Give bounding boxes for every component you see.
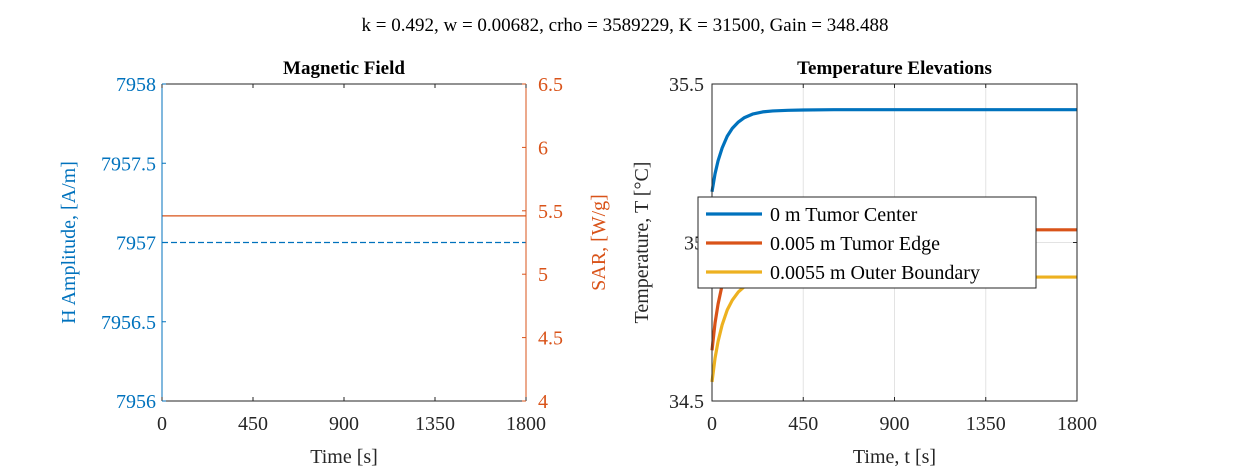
x-axis-label: Time, t [s] (853, 446, 936, 468)
right-y-axis-label: SAR, [W/g] (588, 194, 610, 291)
panel-title: Magnetic Field (283, 58, 405, 79)
left-y-tick-label: 7957.5 (101, 153, 156, 175)
series-line-0 (710, 108, 1077, 193)
right-y-tick-label: 5 (538, 264, 548, 286)
x-tick-label: 900 (329, 413, 359, 435)
right-y-tick-label: 6 (538, 137, 548, 159)
x-tick-label: 1350 (415, 413, 455, 435)
left-y-tick-label: 7956 (116, 391, 156, 413)
left-y-tick-label: 7956.5 (101, 312, 156, 334)
x-tick-label: 900 (880, 413, 910, 435)
panel-title: Temperature Elevations (797, 58, 992, 79)
right-y-tick-label: 4.5 (538, 328, 563, 350)
right-y-tick-label: 6.5 (538, 74, 563, 96)
x-tick-label: 1800 (1057, 413, 1097, 435)
x-tick-label: 1350 (966, 413, 1006, 435)
y-tick-label: 34.5 (669, 391, 704, 413)
x-tick-label: 450 (788, 413, 818, 435)
x-tick-label: 0 (157, 413, 167, 435)
left-y-tick-label: 7958 (116, 74, 156, 96)
right-y-tick-label: 5.5 (538, 201, 563, 223)
legend: 0 m Tumor Center 0.005 m Tumor Edge 0.0055… (697, 196, 1037, 289)
left-y-axis-label: H Amplitude, [A/m] (58, 161, 80, 324)
x-tick-label: 1800 (506, 413, 546, 435)
y-tick-label: 35.5 (669, 74, 704, 96)
figure-suptitle: k = 0.492, w = 0.00682, crho = 3589229, … (362, 15, 889, 36)
legend-label-2: 0.0055 m Outer Boundary (770, 262, 980, 284)
legend-label-1: 0.005 m Tumor Edge (770, 233, 940, 255)
y-axis-label: Temperature, T [°C] (631, 162, 653, 324)
legend-label-0: 0 m Tumor Center (770, 204, 918, 226)
right-y-tick-label: 4 (538, 391, 548, 413)
x-tick-label: 0 (707, 413, 717, 435)
magnetic-field-panel: 0 450 900 1350 1800 7956 7956.5 7957 7957.5 7958 4… (58, 58, 610, 468)
x-tick-label: 450 (238, 413, 268, 435)
left-y-tick-label: 7957 (116, 233, 156, 255)
x-axis-label: Time [s] (310, 446, 378, 468)
